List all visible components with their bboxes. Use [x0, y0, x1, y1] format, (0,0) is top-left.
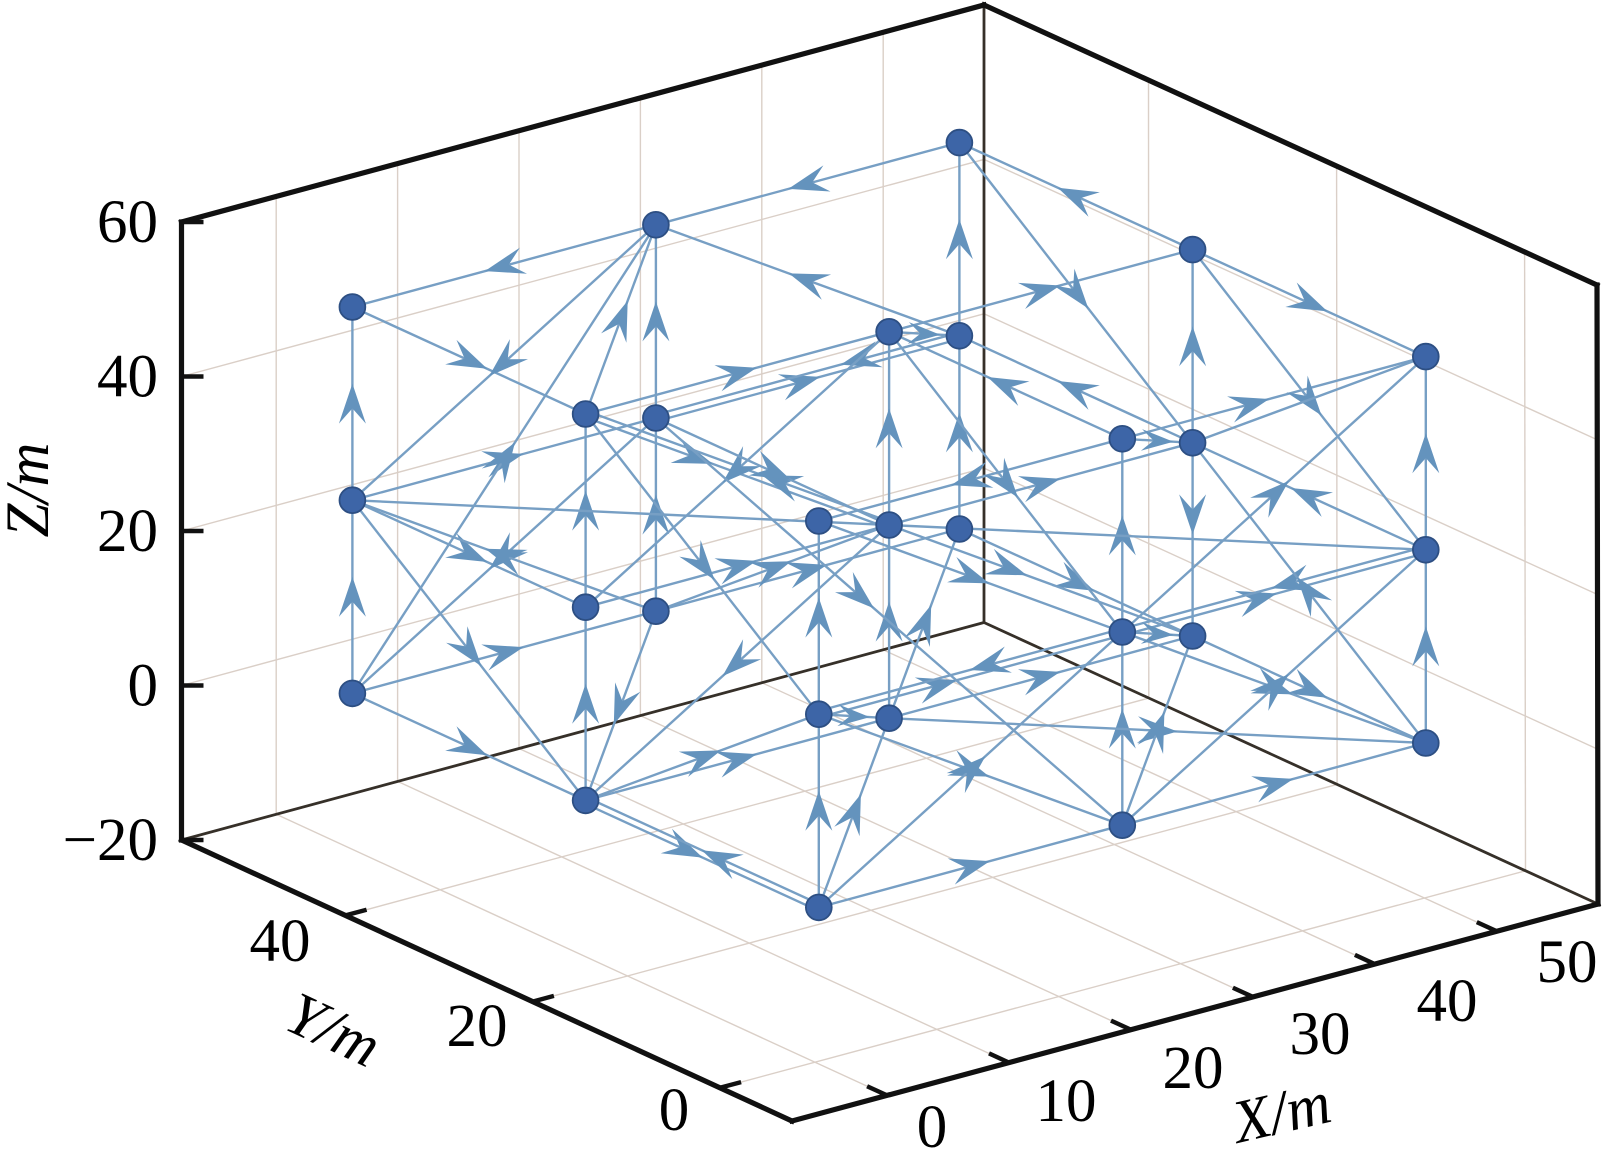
svg-text:20: 20 — [1163, 1035, 1224, 1102]
svg-text:40: 40 — [1417, 968, 1478, 1035]
svg-text:60: 60 — [97, 189, 158, 256]
svg-text:30: 30 — [1290, 1001, 1351, 1068]
svg-text:20: 20 — [447, 993, 508, 1060]
svg-text:40: 40 — [250, 908, 311, 975]
svg-text:10: 10 — [1036, 1068, 1097, 1135]
svg-text:0: 0 — [659, 1077, 690, 1144]
svg-text:0: 0 — [917, 1094, 948, 1154]
svg-text:Z/m: Z/m — [0, 443, 62, 538]
svg-text:40: 40 — [97, 344, 158, 411]
svg-text:20: 20 — [97, 498, 158, 565]
svg-text:−20: −20 — [63, 807, 158, 874]
svg-text:50: 50 — [1537, 929, 1598, 996]
svg-text:0: 0 — [128, 653, 159, 720]
